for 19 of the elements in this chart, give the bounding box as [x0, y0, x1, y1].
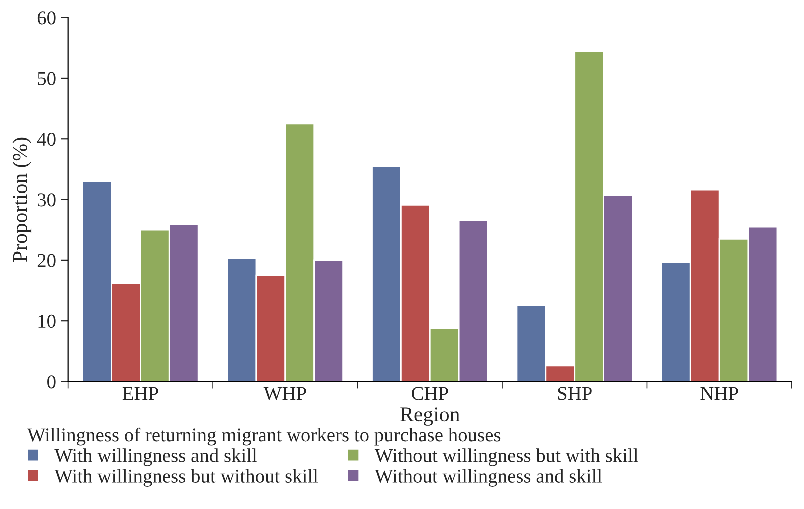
x-tick-label: EHP	[122, 387, 158, 400]
y-tick-label: 50	[38, 72, 56, 86]
y-tick-label: 10	[38, 314, 56, 328]
y-axis-title: Proportion (%)	[12, 138, 32, 262]
legend-label: With willingness and skill	[54, 448, 258, 466]
y-tick-label: 20	[38, 254, 56, 268]
legend-title: Willingness of returning migrant workers to purchase houses	[27, 428, 501, 446]
y-tick-label: 40	[37, 132, 56, 146]
legend-label: Without willingness but with skill	[374, 448, 638, 466]
x-tick-label: CHP	[412, 387, 448, 400]
x-tick-label: SHP	[558, 387, 592, 400]
y-tick-label: 60	[38, 12, 56, 25]
legend-label: With willingness but without skill	[54, 469, 318, 487]
x-axis-title: Region	[400, 408, 460, 426]
x-tick-label: NHP	[700, 387, 738, 400]
x-tick-label: WHP	[264, 387, 306, 400]
y-tick-label: 30	[38, 194, 56, 207]
legend-label: Without willingness and skill	[374, 469, 602, 487]
y-tick-label: 0	[48, 376, 56, 389]
